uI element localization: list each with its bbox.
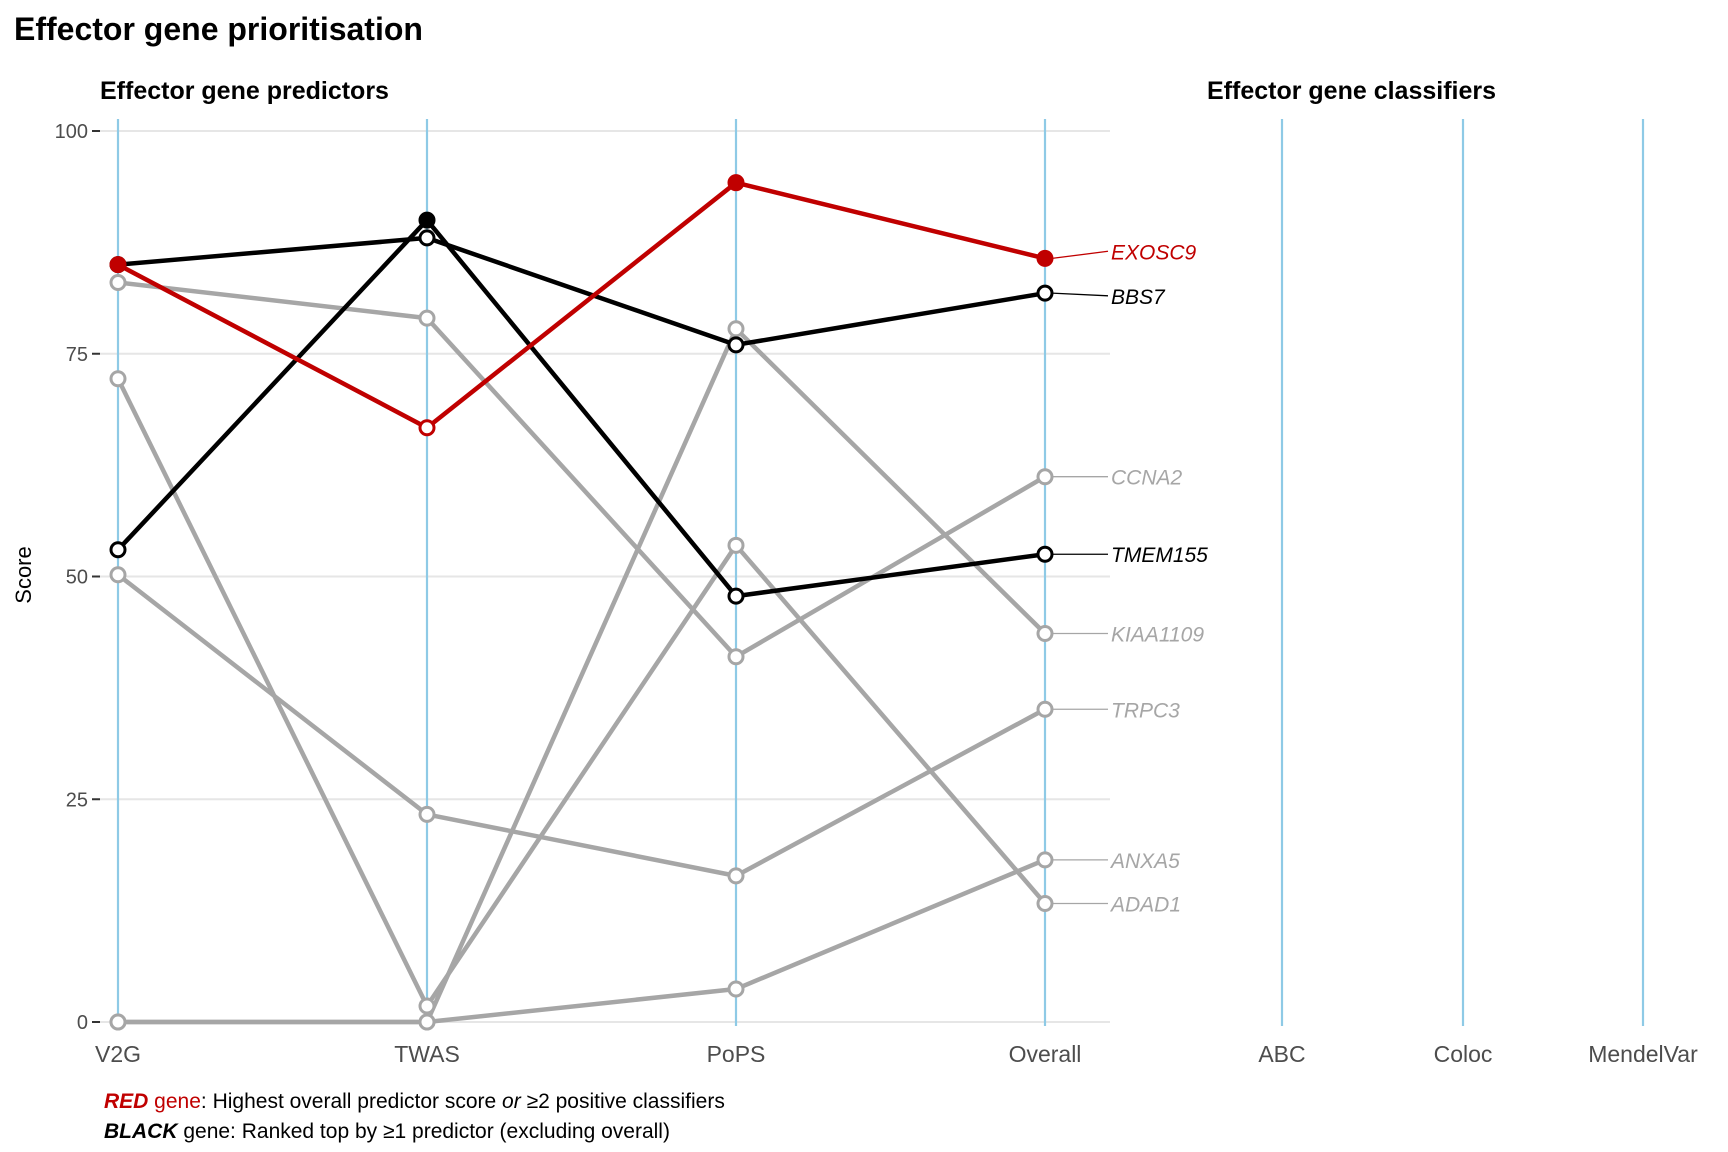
y-tick-label-100: 100 <box>55 121 88 143</box>
footnote-black-emph: BLACK <box>104 1120 179 1143</box>
y-tick-label-25: 25 <box>66 789 88 811</box>
leader-exosc9 <box>1051 250 1109 260</box>
point-trpc3-pops <box>727 867 745 885</box>
point-exosc9-v2g <box>109 256 127 274</box>
leader-bbs7 <box>1051 292 1109 297</box>
point-ccna2-pops <box>727 648 745 666</box>
point-anxa5-twas <box>418 1013 436 1031</box>
point-exosc9-pops <box>727 174 745 192</box>
x-axis-label-overall: Overall <box>1009 1041 1082 1067</box>
gene-labels: EXOSC9 BBS7 TMEM155 CCNA2 KIAA1109 TRPC3 ANXA5… <box>1051 241 1208 916</box>
y-axis-ticks: 0 25 50 75 100 <box>55 121 100 1034</box>
point-tmem155-twas <box>418 211 436 229</box>
point-adad1-v2g <box>109 370 127 388</box>
point-tmem155-overall <box>1036 545 1054 563</box>
x-axis-label-mendelvar: MendelVar <box>1588 1041 1698 1067</box>
footnote-red-post: ≥2 positive classifiers <box>521 1090 725 1113</box>
predictors-heading: Effector gene predictors <box>100 77 389 105</box>
gene-label-kiaa1109: KIAA1109 <box>1111 624 1204 647</box>
line-ccna2 <box>115 280 1048 659</box>
line-anxa5 <box>115 857 1048 1025</box>
point-anxa5-overall <box>1036 851 1054 869</box>
footnote-red-or: or <box>502 1090 522 1113</box>
classifiers-heading: Effector gene classifiers <box>1207 77 1496 105</box>
y-tick-label-50: 50 <box>66 567 88 589</box>
series-points <box>109 174 1054 1031</box>
point-adad1-twas <box>418 997 436 1015</box>
line-bbs7 <box>115 235 1048 348</box>
gene-label-ccna2: CCNA2 <box>1111 467 1183 490</box>
point-ccna2-twas <box>418 309 436 327</box>
series-lines <box>115 180 1048 1025</box>
gene-label-tmem155: TMEM155 <box>1111 544 1208 567</box>
point-adad1-pops <box>727 536 745 554</box>
point-kiaa1109-pops <box>727 320 745 338</box>
point-adad1-overall <box>1036 894 1054 912</box>
footnote-black-post: gene: Ranked top by ≥1 predictor (exclud… <box>178 1120 670 1143</box>
gridlines <box>100 130 1110 1023</box>
footnote-red-gene: gene <box>148 1090 201 1113</box>
footnote-black: BLACK gene: Ranked top by ≥1 predictor (… <box>104 1120 670 1143</box>
point-trpc3-twas <box>418 805 436 823</box>
x-axis-label-pops: PoPS <box>707 1041 766 1067</box>
line-tmem155 <box>115 217 1048 599</box>
gene-label-adad1: ADAD1 <box>1109 893 1181 916</box>
point-bbs7-pops <box>727 336 745 354</box>
line-adad1 <box>115 376 1048 1009</box>
point-trpc3-overall <box>1036 700 1054 718</box>
footnote-red-emph: RED <box>104 1090 148 1113</box>
x-axis-labels: V2G TWAS PoPS Overall ABC Coloc MendelVar <box>95 1041 1698 1067</box>
line-trpc3 <box>115 572 1048 879</box>
x-axis-label-coloc: Coloc <box>1434 1041 1493 1067</box>
y-tick-label-75: 75 <box>66 344 88 366</box>
chart-title: Effector gene prioritisation <box>14 11 423 47</box>
x-axis-label-v2g: V2G <box>95 1041 141 1067</box>
point-trpc3-v2g <box>109 566 127 584</box>
point-tmem155-v2g <box>109 541 127 559</box>
line-exosc9 <box>115 180 1048 430</box>
y-axis-label: Score <box>11 546 36 603</box>
point-exosc9-overall <box>1036 249 1054 267</box>
point-ccna2-v2g <box>109 273 127 291</box>
point-kiaa1109-overall <box>1036 625 1054 643</box>
footnote-red-pre: : Highest overall predictor score <box>201 1090 502 1113</box>
gene-label-trpc3: TRPC3 <box>1111 699 1180 722</box>
point-ccna2-overall <box>1036 468 1054 486</box>
point-anxa5-pops <box>727 980 745 998</box>
gene-label-anxa5: ANXA5 <box>1109 850 1180 873</box>
point-bbs7-twas <box>418 229 436 247</box>
point-anxa5-v2g <box>109 1013 127 1031</box>
gene-label-exosc9: EXOSC9 <box>1111 241 1197 264</box>
gene-label-bbs7: BBS7 <box>1111 286 1166 309</box>
x-axis-label-twas: TWAS <box>394 1041 460 1067</box>
point-exosc9-twas <box>418 419 436 437</box>
y-tick-label-0: 0 <box>77 1012 88 1034</box>
footnote-red: RED gene: Highest overall predictor scor… <box>104 1090 725 1113</box>
point-tmem155-pops <box>727 587 745 605</box>
point-bbs7-overall <box>1036 284 1054 302</box>
x-axis-label-abc: ABC <box>1258 1041 1305 1067</box>
